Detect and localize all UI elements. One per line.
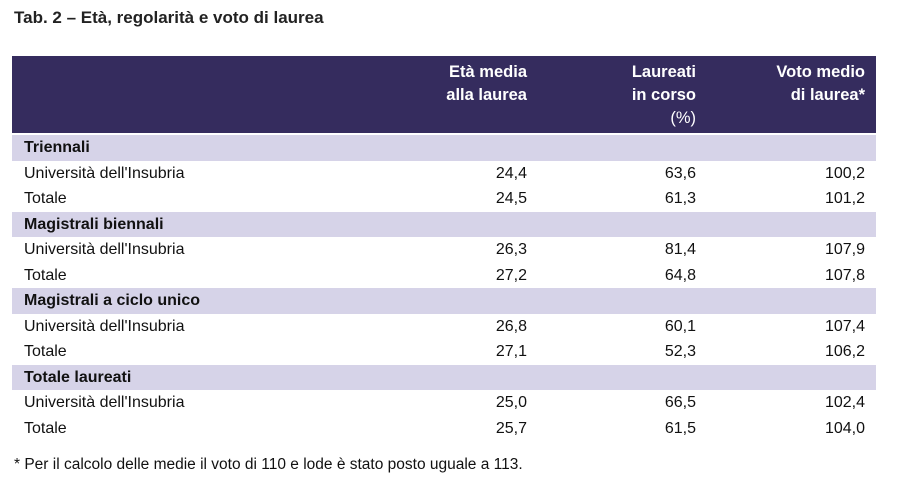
table-row: Università dell'Insubria 26,3 81,4 107,9	[12, 237, 876, 263]
row-label: Magistrali biennali	[24, 215, 164, 233]
table-cell: 27,1	[495, 343, 527, 360]
column-header-eta: Età media alla laurea	[446, 61, 527, 107]
table-cell: 102,4	[824, 394, 865, 411]
header-line: in corso	[631, 86, 696, 104]
row-label: Università dell'Insubria	[24, 164, 185, 182]
table-cell: 60,1	[664, 317, 696, 335]
table-cell: 101,2	[824, 190, 865, 207]
header-line: Laureati	[631, 63, 696, 81]
group-row: Magistrali biennali	[12, 211, 876, 237]
table-cell: 24,5	[495, 190, 527, 207]
footnote: * Per il calcolo delle medie il voto di …	[14, 456, 523, 473]
row-label: Totale	[24, 190, 67, 207]
table-cell: 61,5	[664, 419, 696, 437]
header-line: Età media	[449, 63, 527, 81]
group-row: Magistrali a ciclo unico	[12, 288, 876, 314]
table-cell: 26,3	[495, 241, 527, 258]
header-line: di laurea*	[790, 86, 865, 104]
table-cell: 106,2	[824, 343, 865, 360]
table-cell: 25,0	[495, 394, 527, 411]
row-label: Università dell'Insubria	[24, 394, 185, 411]
table-cell: 52,3	[664, 343, 696, 360]
row-label: Triennali	[24, 139, 90, 156]
table-row: Università dell'Insubria 26,8 60,1 107,4	[12, 314, 876, 340]
header-line: (%)	[670, 109, 696, 127]
table-cell: 63,6	[664, 164, 696, 182]
table-cell: 26,8	[495, 317, 527, 335]
table-cell: 107,4	[824, 317, 865, 335]
table-cell: 104,0	[824, 419, 865, 437]
table-cell: 107,8	[824, 266, 865, 284]
row-label: Università dell'Insubria	[24, 241, 185, 258]
table-cell: 100,2	[824, 164, 865, 182]
table-header: Età media alla laurea Laureati in corso …	[12, 56, 876, 133]
table-cell: 24,4	[495, 164, 527, 182]
row-label: Totale	[24, 266, 67, 284]
group-row: Totale laureati	[12, 364, 876, 390]
row-label: Totale	[24, 343, 67, 360]
table-row: Totale 24,5 61,3 101,2	[12, 186, 876, 212]
header-line: alla laurea	[446, 86, 527, 104]
table-title: Tab. 2 – Età, regolarità e voto di laure…	[14, 8, 324, 27]
column-header-voto: Voto medio di laurea*	[776, 61, 865, 107]
row-label: Università dell'Insubria	[24, 317, 185, 335]
header-line: Voto medio	[776, 63, 865, 81]
row-label: Totale laureati	[24, 368, 132, 386]
table-row: Totale 27,1 52,3 106,2	[12, 339, 876, 365]
table-body: Triennali Università dell'Insubria 24,4 63,…	[12, 135, 876, 441]
table-cell: 64,8	[664, 266, 696, 284]
table-row: Totale 25,7 61,5 104,0	[12, 416, 876, 442]
table-cell: 107,9	[824, 241, 865, 258]
table-cell: 81,4	[664, 241, 696, 258]
group-row: Triennali	[12, 135, 876, 161]
table-row: Totale 27,2 64,8 107,8	[12, 263, 876, 289]
table-cell: 61,3	[664, 190, 696, 207]
table-row: Università dell'Insubria 24,4 63,6 100,2	[12, 161, 876, 187]
row-label: Magistrali a ciclo unico	[24, 292, 201, 309]
table-cell: 27,2	[495, 266, 527, 284]
table-cell: 66,5	[664, 394, 696, 411]
table-cell: 25,7	[495, 419, 527, 437]
table-row: Università dell'Insubria 25,0 66,5 102,4	[12, 390, 876, 416]
column-header-laureati: Laureati in corso (%)	[632, 61, 696, 130]
row-label: Totale	[24, 419, 67, 437]
